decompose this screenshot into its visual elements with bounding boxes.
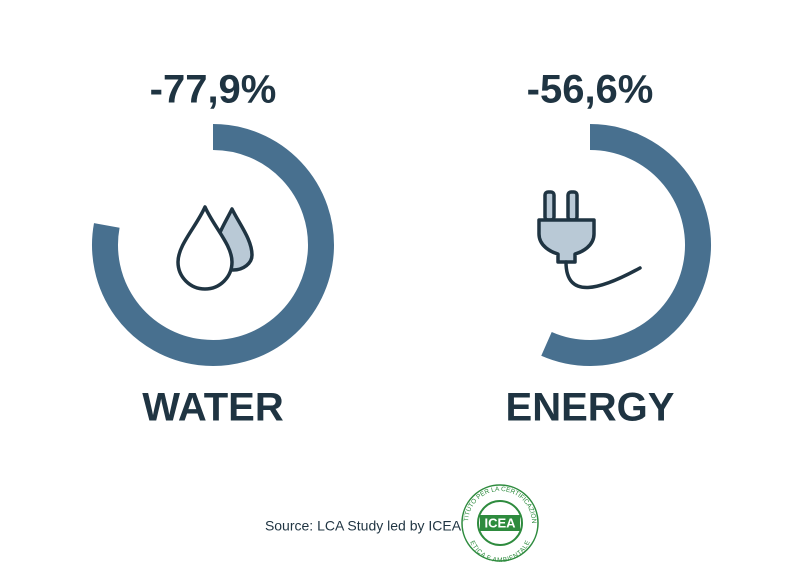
- source-note: Source: LCA Study led by ICEA: [265, 518, 462, 534]
- category-label: WATER: [142, 386, 284, 430]
- energy-icon: [537, 190, 642, 290]
- value-label: -77,9%: [150, 68, 277, 112]
- category-label: ENERGY: [506, 386, 675, 430]
- water-icon: [176, 205, 254, 291]
- gauge-arc: [541, 124, 711, 366]
- value-label: -56,6%: [527, 68, 654, 112]
- gauge-arc: [92, 124, 334, 366]
- logo-name: ICEA: [484, 515, 516, 530]
